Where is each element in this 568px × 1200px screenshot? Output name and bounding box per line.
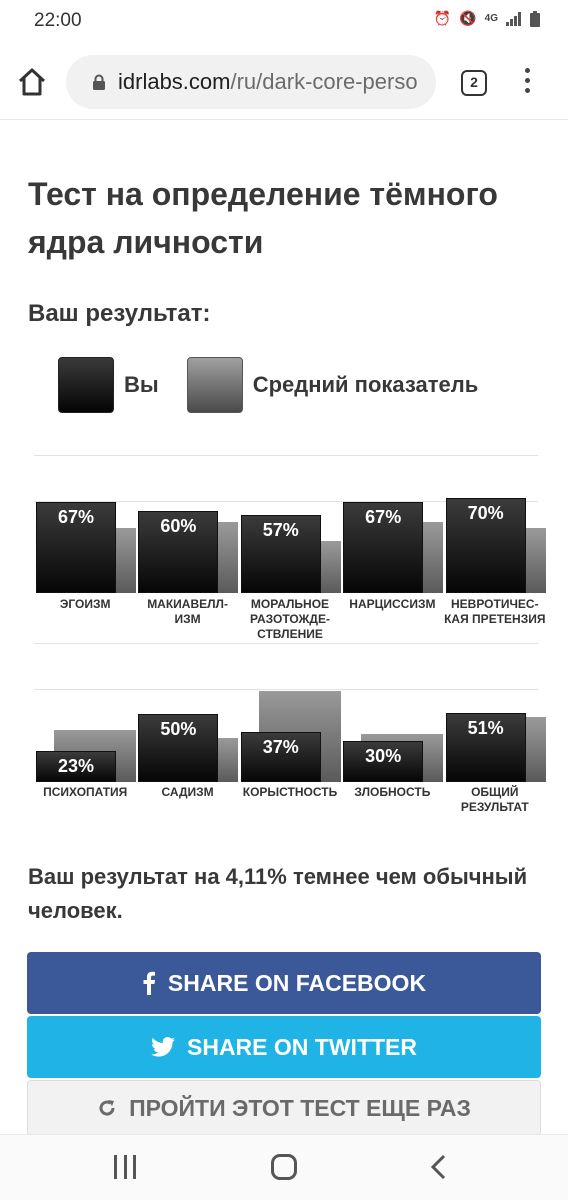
category-label-line: ИЗМ	[174, 612, 201, 626]
chart-bottom: 23% ПСИХОПАТИЯ 50% САДИЗМ 37% КОРЫСТНОСТЬ 30% З…	[34, 643, 546, 823]
chart-gridline	[34, 501, 538, 502]
category-label-line: ОБЩИЙ	[471, 785, 519, 799]
home-nav-icon[interactable]	[271, 1154, 297, 1180]
category-label: МОРАЛЬНОЕ РАЗОТОЖДЕ- СТВЛЕНИЕ	[231, 597, 349, 642]
category-label: ЗЛОБНОСТЬ	[333, 785, 451, 800]
category-label-line: РАЗОТОЖДЕ-	[250, 612, 330, 626]
status-time: 22:00	[34, 10, 82, 31]
share-facebook-label: SHARE ON FACEBOOK	[167, 969, 427, 996]
retake-test-label: ПРОЙТИ ЭТОТ ТЕСТ ЕЩЕ РАЗ	[129, 1094, 471, 1121]
alarm-icon: ⏰	[433, 10, 452, 26]
system-nav-bar	[0, 1134, 568, 1200]
your-score-bar: 30%	[343, 741, 424, 782]
your-score-bar: 51%	[445, 712, 526, 782]
bar-value-label: 67%	[57, 506, 95, 527]
bar-value-label: 30%	[365, 746, 402, 767]
your-score-bar: 60%	[138, 511, 219, 593]
your-score-bar: 67%	[343, 501, 424, 593]
result-heading: Ваш результат:	[28, 300, 211, 327]
your-score-bar: 57%	[240, 515, 321, 593]
bar-value-label: 23%	[57, 755, 95, 776]
category-label-line: ПСИХОПАТИЯ	[43, 785, 128, 799]
retake-test-button[interactable]: ПРОЙТИ ЭТОТ ТЕСТ ЕЩЕ РАЗ	[27, 1080, 541, 1136]
your-score-bar: 50%	[138, 714, 219, 782]
signal-icon	[506, 11, 521, 26]
status-bar: 22:00 ⏰ 🔇 4G	[0, 0, 568, 44]
lock-icon	[93, 74, 105, 90]
your-score-bar: 67%	[36, 501, 116, 593]
network-type: 4G	[484, 13, 498, 24]
overflow-menu-icon[interactable]	[522, 68, 532, 98]
category-label: САДИЗМ	[128, 785, 246, 800]
legend-label-average: Средний показатель	[252, 372, 479, 397]
chart-gridline	[34, 643, 538, 644]
category-label-line: НЕВРОТИЧЕС-	[451, 597, 539, 611]
chart-top: 67% ЭГОИЗМ 60% МАКИАВЕЛЛ- ИЗМ 57% МОРАЛЬНОЕ РАЗ…	[34, 455, 546, 645]
category-label-line: СТВЛЕНИЕ	[257, 627, 323, 641]
share-twitter-button[interactable]: SHARE ON TWITTER	[27, 1016, 541, 1078]
result-summary: Ваш результат на 4,11% темнее чем обычны…	[28, 864, 528, 923]
chart-gridline	[34, 455, 538, 456]
category-label: МАКИАВЕЛЛ- ИЗМ	[128, 597, 246, 627]
back-icon[interactable]	[428, 1153, 450, 1181]
mute-icon: 🔇	[459, 10, 477, 26]
recent-apps-icon[interactable]	[114, 1155, 136, 1179]
category-label: ПСИХОПАТИЯ	[26, 785, 144, 800]
category-label-line: ЭГОИЗМ	[59, 597, 111, 611]
home-icon[interactable]	[16, 66, 48, 98]
category-label-line: САДИЗМ	[161, 785, 214, 799]
url-path: /ru/dark-core-perso	[230, 69, 418, 94]
facebook-icon	[143, 971, 155, 995]
bar-value-label: 37%	[262, 736, 299, 757]
category-label-line: МОРАЛЬНОЕ	[250, 597, 330, 611]
bar-value-label: 60%	[160, 516, 197, 537]
legend-swatch-you	[58, 357, 114, 413]
bar-value-label: 57%	[262, 520, 299, 541]
category-label-line: РЕЗУЛЬТАТ	[460, 800, 529, 814]
your-score-bar: 23%	[36, 750, 116, 782]
category-label: НАРЦИССИЗМ	[333, 597, 451, 612]
bar-value-label: 70%	[467, 502, 504, 523]
url-text: idrlabs.com/ru/dark-core-perso	[118, 69, 418, 95]
tab-switcher-button[interactable]: 2	[461, 70, 487, 96]
bar-value-label: 67%	[365, 506, 402, 527]
category-label: НЕВРОТИЧЕС- КАЯ ПРЕТЕНЗИЯ	[436, 597, 554, 627]
your-score-bar: 70%	[445, 497, 526, 593]
twitter-icon	[151, 1037, 175, 1057]
browser-toolbar: idrlabs.com/ru/dark-core-perso 2	[0, 44, 568, 120]
url-domain: idrlabs.com	[118, 69, 231, 94]
category-label: КОРЫСТНОСТЬ	[231, 785, 349, 800]
status-icons: ⏰ 🔇 4G	[434, 10, 540, 27]
bar-value-label: 51%	[467, 717, 504, 738]
category-label: ЭГОИЗМ	[26, 597, 144, 612]
refresh-icon	[99, 1100, 115, 1116]
legend-label-you: Вы	[124, 372, 159, 397]
page-title: Тест на определение тёмного ядра личност…	[28, 176, 498, 260]
share-twitter-label: SHARE ON TWITTER	[187, 1033, 417, 1060]
category-label-line: КАЯ ПРЕТЕНЗИЯ	[444, 612, 546, 626]
legend-swatch-average	[186, 357, 243, 413]
category-label-line: ЗЛОБНОСТЬ	[354, 785, 431, 799]
chart-gridline	[34, 689, 538, 690]
share-facebook-button[interactable]: SHARE ON FACEBOOK	[27, 952, 541, 1014]
category-label-line: МАКИАВЕЛЛ-	[147, 597, 228, 611]
bar-value-label: 50%	[160, 719, 197, 739]
category-label: ОБЩИЙ РЕЗУЛЬТАТ	[436, 785, 554, 815]
category-label-line: НАРЦИССИЗМ	[349, 597, 436, 611]
your-score-bar: 37%	[240, 731, 321, 782]
battery-icon	[530, 10, 540, 27]
category-label-line: КОРЫСТНОСТЬ	[242, 785, 338, 799]
chart-legend: Вы Средний показатель	[58, 356, 478, 414]
address-bar[interactable]: idrlabs.com/ru/dark-core-perso	[66, 55, 436, 109]
